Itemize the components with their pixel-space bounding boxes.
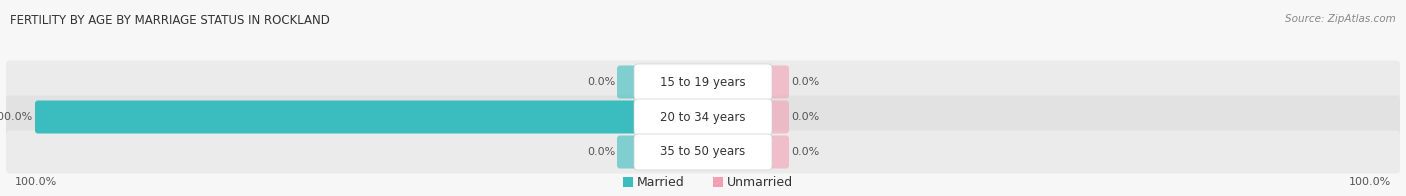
Text: FERTILITY BY AGE BY MARRIAGE STATUS IN ROCKLAND: FERTILITY BY AGE BY MARRIAGE STATUS IN R… xyxy=(10,14,330,27)
FancyBboxPatch shape xyxy=(35,101,641,133)
Text: 0.0%: 0.0% xyxy=(586,77,614,87)
FancyBboxPatch shape xyxy=(6,95,1400,139)
FancyBboxPatch shape xyxy=(765,135,789,169)
FancyBboxPatch shape xyxy=(634,64,772,100)
Text: 20 to 34 years: 20 to 34 years xyxy=(661,111,745,123)
FancyBboxPatch shape xyxy=(6,131,1400,173)
FancyBboxPatch shape xyxy=(634,134,772,170)
Text: 15 to 19 years: 15 to 19 years xyxy=(661,75,745,89)
Text: 100.0%: 100.0% xyxy=(15,177,58,187)
Text: 100.0%: 100.0% xyxy=(1348,177,1391,187)
Text: 0.0%: 0.0% xyxy=(792,77,820,87)
Text: Married: Married xyxy=(637,175,685,189)
Text: 0.0%: 0.0% xyxy=(586,147,614,157)
Text: 100.0%: 100.0% xyxy=(0,112,32,122)
FancyBboxPatch shape xyxy=(617,135,641,169)
Text: 0.0%: 0.0% xyxy=(792,112,820,122)
FancyBboxPatch shape xyxy=(6,61,1400,103)
FancyBboxPatch shape xyxy=(765,65,789,99)
Text: Unmarried: Unmarried xyxy=(727,175,793,189)
Text: Source: ZipAtlas.com: Source: ZipAtlas.com xyxy=(1285,14,1396,24)
FancyBboxPatch shape xyxy=(623,177,633,187)
Text: 0.0%: 0.0% xyxy=(792,147,820,157)
FancyBboxPatch shape xyxy=(634,99,772,135)
FancyBboxPatch shape xyxy=(765,101,789,133)
FancyBboxPatch shape xyxy=(713,177,723,187)
Text: 35 to 50 years: 35 to 50 years xyxy=(661,145,745,159)
FancyBboxPatch shape xyxy=(617,65,641,99)
